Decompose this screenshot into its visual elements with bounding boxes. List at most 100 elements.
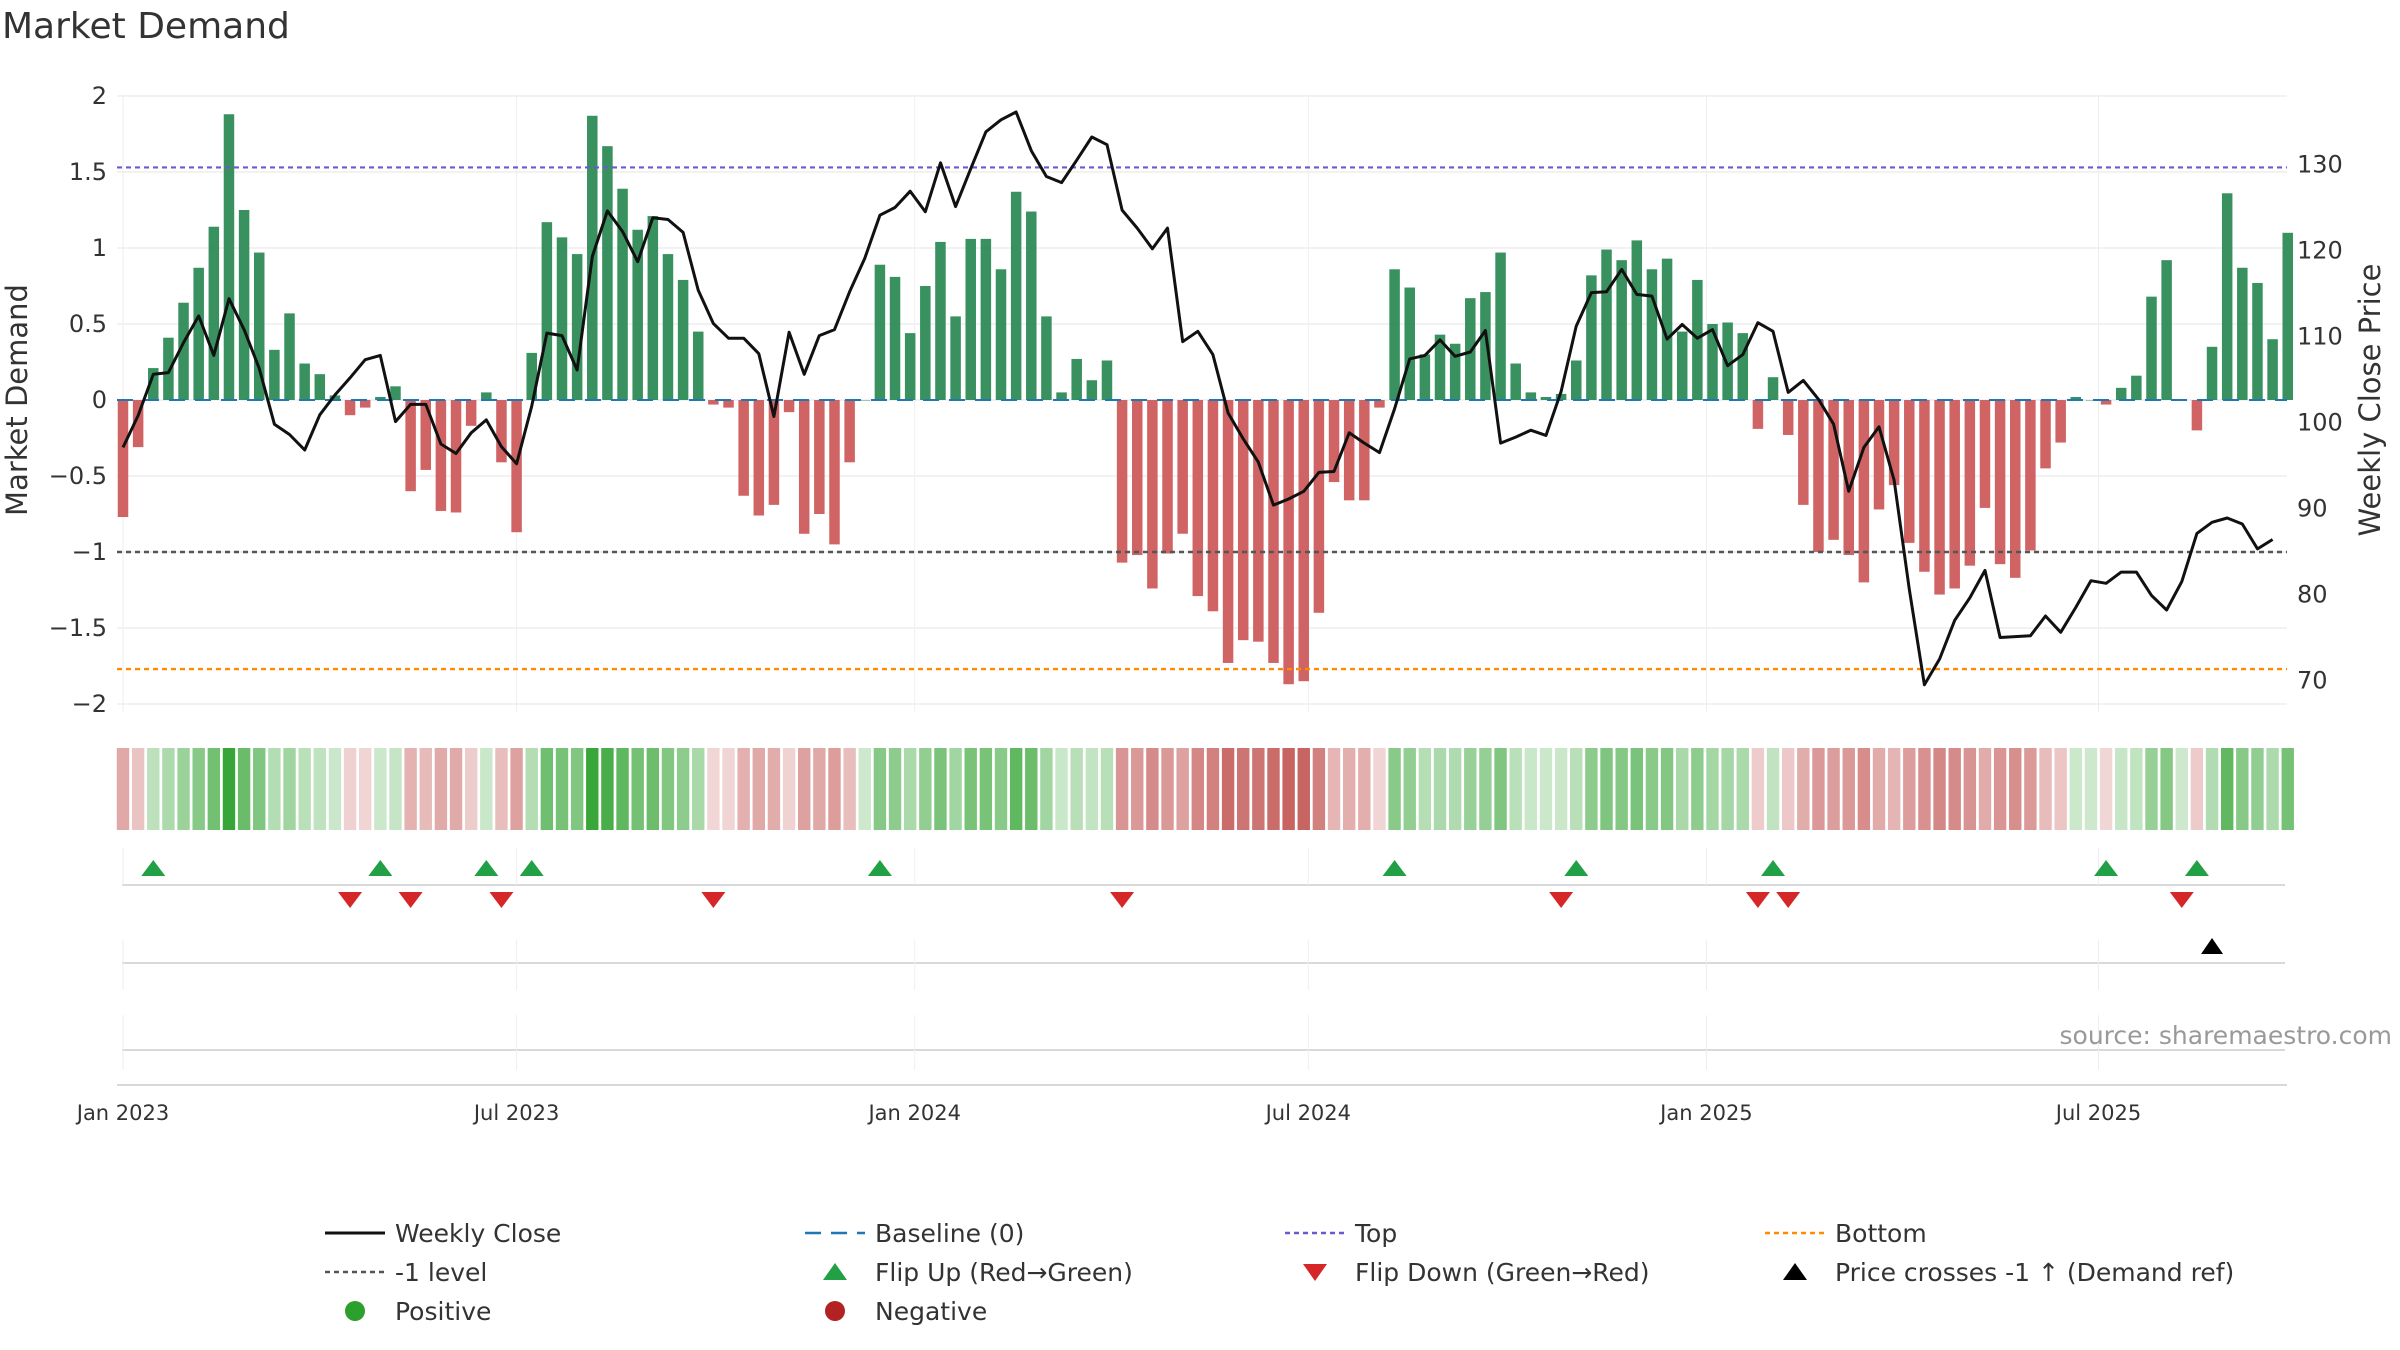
demand-bar bbox=[1904, 400, 1915, 543]
demand-bar bbox=[859, 400, 871, 401]
demand-bar bbox=[420, 400, 432, 470]
demand-bar bbox=[1359, 400, 1370, 501]
heat-cell bbox=[646, 748, 660, 830]
heat-cell bbox=[1978, 748, 1992, 830]
heat-cell bbox=[1297, 748, 1310, 830]
heat-cell bbox=[162, 748, 175, 830]
heat-cell bbox=[1797, 748, 1810, 830]
demand-bar bbox=[632, 229, 643, 400]
demand-bar bbox=[2146, 296, 2157, 400]
legend-label-flip-up: Flip Up (Red→Green) bbox=[875, 1258, 1133, 1287]
demand-bar bbox=[1676, 331, 1688, 400]
demand-bar bbox=[1949, 400, 1960, 589]
flip-up-marker bbox=[867, 860, 892, 876]
heat-cell bbox=[1252, 748, 1265, 830]
demand-bar bbox=[1570, 360, 1582, 400]
legend-label-positive: Positive bbox=[395, 1297, 491, 1326]
demand-bar bbox=[375, 396, 386, 400]
heat-cell bbox=[1903, 748, 1916, 830]
demand-bar bbox=[1843, 400, 1854, 556]
heat-cell bbox=[1676, 748, 1689, 830]
demand-bar bbox=[2191, 400, 2203, 431]
demand-bar bbox=[1404, 287, 1415, 400]
heat-cell bbox=[1494, 748, 1507, 830]
heat-cell bbox=[177, 748, 190, 830]
heat-cell bbox=[1055, 748, 1068, 830]
demand-bar bbox=[1162, 400, 1173, 554]
heat-cell bbox=[676, 748, 690, 830]
flip-down-marker bbox=[1745, 892, 1770, 908]
heat-cell bbox=[949, 748, 962, 830]
heat-cell bbox=[1327, 748, 1341, 830]
flip-up-marker bbox=[141, 860, 166, 876]
demand-bar bbox=[980, 238, 992, 400]
demand-bar bbox=[2070, 396, 2082, 400]
demand-bar bbox=[1631, 240, 1643, 400]
heat-cell bbox=[586, 748, 599, 830]
flip-down-marker bbox=[1549, 892, 1574, 908]
heat-cell bbox=[1342, 748, 1356, 830]
demand-bar bbox=[223, 114, 235, 401]
heat-cell bbox=[1857, 748, 1871, 830]
demand-bar bbox=[1313, 400, 1325, 613]
y2-tick-label: 120 bbox=[2297, 237, 2343, 265]
demand-bar bbox=[904, 333, 916, 400]
heat-cell bbox=[1025, 748, 1038, 830]
legend-label-weekly-close: Weekly Close bbox=[395, 1219, 561, 1248]
flip-up-marker bbox=[1564, 860, 1589, 876]
heat-cell bbox=[2115, 748, 2128, 830]
demand-bar bbox=[163, 337, 174, 400]
demand-bar bbox=[511, 400, 522, 533]
heat-cell bbox=[1418, 748, 1432, 830]
demand-bar bbox=[2010, 400, 2021, 578]
heat-cell bbox=[434, 748, 448, 830]
flip-down-marker bbox=[398, 892, 423, 908]
heat-cell bbox=[540, 748, 554, 830]
demand-bar bbox=[1495, 252, 1506, 400]
x-tick-label: Jul 2024 bbox=[1264, 1101, 1351, 1125]
heat-cell bbox=[525, 748, 538, 830]
heat-cell bbox=[888, 748, 902, 830]
demand-bar bbox=[874, 264, 886, 400]
heat-cell bbox=[131, 748, 145, 830]
y2-tick-label: 70 bbox=[2297, 667, 2328, 695]
demand-bar bbox=[450, 400, 462, 513]
heat-cell bbox=[1358, 748, 1371, 830]
legend-label-price-cross: Price crosses -1 ↑ (Demand ref) bbox=[1835, 1258, 2234, 1287]
heat-cell bbox=[1827, 748, 1840, 830]
heat-cell bbox=[1539, 748, 1553, 830]
heat-cell bbox=[2084, 748, 2098, 830]
demand-bar bbox=[1707, 324, 1718, 400]
heat-cell bbox=[1887, 748, 1901, 830]
legend-label-minus-one: -1 level bbox=[395, 1258, 487, 1287]
demand-bar bbox=[208, 226, 220, 400]
heat-cell bbox=[1524, 748, 1538, 830]
demand-bar bbox=[1994, 400, 2006, 565]
heat-cell bbox=[1176, 748, 1189, 830]
demand-bar bbox=[148, 368, 159, 400]
demand-bar bbox=[1056, 392, 1067, 400]
heat-cell bbox=[147, 748, 160, 830]
demand-bar bbox=[2282, 232, 2293, 400]
heat-cell bbox=[2175, 748, 2188, 830]
heat-cell bbox=[1781, 748, 1795, 830]
demand-bar bbox=[1071, 358, 1082, 400]
demand-bar bbox=[2267, 339, 2278, 400]
heat-cell bbox=[1509, 748, 1522, 830]
heat-cell bbox=[873, 748, 887, 830]
y2-tick-label: 110 bbox=[2297, 323, 2343, 351]
demand-bar bbox=[1041, 316, 1052, 400]
demand-bar bbox=[995, 269, 1007, 400]
heat-cell bbox=[782, 748, 796, 830]
heat-cell bbox=[722, 748, 735, 830]
demand-bar bbox=[390, 386, 401, 400]
heat-cell bbox=[2039, 748, 2052, 830]
y-tick-label: −2 bbox=[72, 690, 107, 718]
heat-cell bbox=[1448, 748, 1462, 830]
demand-bar bbox=[738, 400, 749, 496]
heat-cell bbox=[283, 748, 296, 830]
legend: Weekly Close Baseline (0) Top Bottom -1 leve… bbox=[325, 1219, 2234, 1326]
demand-bar bbox=[1343, 400, 1355, 501]
heat-cell bbox=[570, 748, 584, 830]
heat-cell bbox=[1464, 748, 1477, 830]
